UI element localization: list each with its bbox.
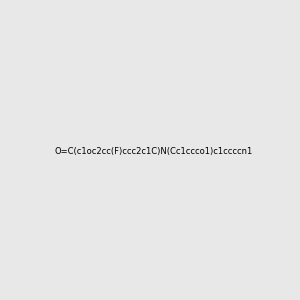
Text: O=C(c1oc2cc(F)ccc2c1C)N(Cc1ccco1)c1ccccn1: O=C(c1oc2cc(F)ccc2c1C)N(Cc1ccco1)c1ccccn… — [55, 147, 253, 156]
